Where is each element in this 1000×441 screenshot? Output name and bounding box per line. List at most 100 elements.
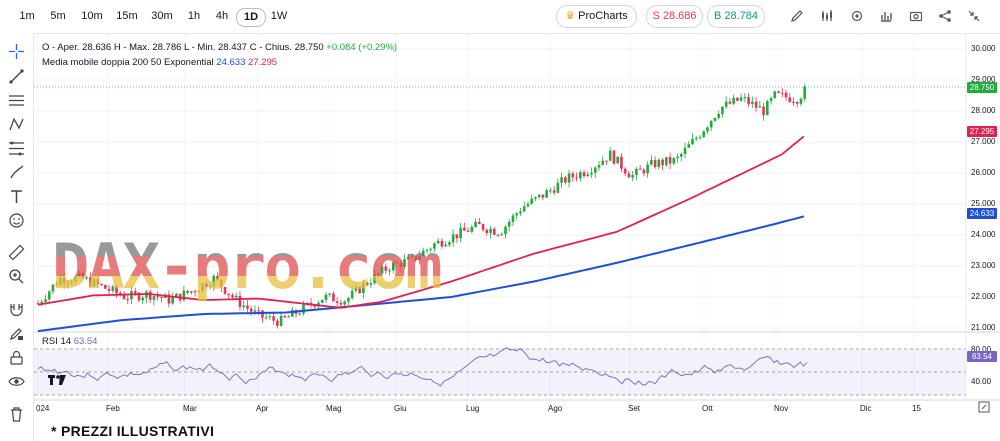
text-icon[interactable] xyxy=(8,188,25,205)
candle-body xyxy=(728,101,732,104)
collapse-icon[interactable] xyxy=(967,9,981,23)
ohlc-values: O - Aper. 28.636 H - Max. 28.786 L - Min… xyxy=(42,42,324,53)
candle-body xyxy=(519,211,522,214)
buy-button[interactable]: B 28.784 xyxy=(707,5,765,28)
candle-body xyxy=(694,138,698,140)
candle-body xyxy=(492,228,496,235)
time-tick: Apr xyxy=(256,404,269,413)
fibonacci-icon[interactable] xyxy=(8,140,25,157)
chart-canvas[interactable] xyxy=(34,34,1000,441)
candle-body xyxy=(70,281,73,283)
candle-body xyxy=(399,262,403,267)
magnet-icon[interactable] xyxy=(8,301,25,318)
crosshair-icon[interactable] xyxy=(8,43,25,60)
candle-body xyxy=(530,198,533,204)
trend-line-icon[interactable] xyxy=(8,68,25,85)
pitchfork-icon[interactable] xyxy=(8,116,25,133)
rsi-legend[interactable]: RSI 14 63.54 xyxy=(42,336,97,347)
candle-body xyxy=(205,283,208,287)
time-tick: Ago xyxy=(548,404,563,413)
candle-body xyxy=(739,97,743,101)
settings-icon[interactable] xyxy=(850,9,864,23)
timeframe-10m[interactable]: 10m xyxy=(81,10,103,22)
indicators-icon[interactable] xyxy=(879,9,893,23)
zoom-in-icon[interactable] xyxy=(8,268,25,285)
procharts-button[interactable]: ♛ ProCharts xyxy=(556,5,637,28)
timeframe-5m[interactable]: 5m xyxy=(50,10,66,22)
candle-body xyxy=(388,270,391,272)
candle-body xyxy=(257,310,260,312)
candle-body xyxy=(665,157,668,166)
candle-body xyxy=(81,273,85,279)
ohlc-legend: O - Aper. 28.636 H - Max. 28.786 L - Min… xyxy=(42,42,397,53)
footnote: * PREZZI ILLUSTRATIVI xyxy=(51,423,215,439)
candle-body xyxy=(605,160,608,162)
price-tick: 30.000 xyxy=(971,44,996,53)
candle-body xyxy=(522,206,526,212)
horizontal-lines-icon[interactable] xyxy=(8,92,25,109)
emoji-icon[interactable] xyxy=(8,212,25,229)
timeframe-15m[interactable]: 15m xyxy=(116,10,138,22)
time-tick: 024 xyxy=(36,404,50,413)
candle-body xyxy=(36,303,40,305)
timeframe-1w[interactable]: 1W xyxy=(270,10,288,22)
pencil-icon[interactable] xyxy=(790,9,804,23)
candle-body xyxy=(324,294,328,300)
candle-body xyxy=(444,244,447,247)
time-tick: 15 xyxy=(912,404,921,413)
candle-body xyxy=(571,173,575,178)
ruler-icon[interactable] xyxy=(8,244,25,261)
candle-body xyxy=(231,295,234,298)
price-tick: 27.000 xyxy=(971,137,996,146)
candle-body xyxy=(478,221,481,225)
ma-legend[interactable]: Media mobile doppia 200 50 Exponential 2… xyxy=(42,57,277,68)
candle-body xyxy=(709,120,713,128)
candle-body xyxy=(526,203,530,207)
candle-body xyxy=(507,221,511,227)
candles-icon[interactable] xyxy=(820,9,834,23)
timeframe-1h[interactable]: 1h xyxy=(187,10,201,22)
tradingview-logo-icon[interactable] xyxy=(47,374,67,386)
candle-body xyxy=(795,102,799,104)
candle-body xyxy=(373,273,376,284)
candle-body xyxy=(291,309,294,317)
candle-body xyxy=(500,234,504,236)
lock-pencil-icon[interactable] xyxy=(8,325,25,342)
candle-body xyxy=(276,320,279,326)
candle-body xyxy=(212,275,216,286)
candle-body xyxy=(511,215,515,222)
candle-body xyxy=(365,282,369,285)
candle-body xyxy=(668,157,672,164)
brush-icon[interactable] xyxy=(8,164,25,181)
candle-body xyxy=(646,164,649,174)
candle-body xyxy=(350,290,354,299)
share-icon[interactable] xyxy=(938,9,952,23)
candle-body xyxy=(642,169,646,174)
lock-icon[interactable] xyxy=(8,349,25,366)
candle-body xyxy=(193,291,197,293)
candle-body xyxy=(466,230,470,232)
sell-button[interactable]: S 28.686 xyxy=(646,5,703,28)
candle-body xyxy=(635,168,638,176)
candle-body xyxy=(238,295,242,308)
candle-body xyxy=(227,293,231,296)
time-tick: Feb xyxy=(106,404,120,413)
timeframe-1d[interactable]: 1D xyxy=(236,8,266,27)
candle-body xyxy=(792,101,795,103)
price-tick: 25.000 xyxy=(971,199,996,208)
trash-icon[interactable] xyxy=(8,405,25,422)
candle-body xyxy=(406,256,410,260)
candle-body xyxy=(777,91,780,93)
timeframe-30m[interactable]: 30m xyxy=(151,10,173,22)
eye-icon[interactable] xyxy=(8,373,25,390)
ma50-line xyxy=(37,135,805,309)
camera-icon[interactable] xyxy=(909,9,923,23)
candle-body xyxy=(679,153,683,157)
candle-body xyxy=(380,266,384,274)
candle-body xyxy=(616,156,619,164)
candle-body xyxy=(743,97,747,99)
timeframe-4h[interactable]: 4h xyxy=(215,10,229,22)
candle-body xyxy=(410,255,414,257)
timeframe-1m[interactable]: 1m xyxy=(19,10,35,22)
axis-settings-icon[interactable] xyxy=(978,401,990,413)
